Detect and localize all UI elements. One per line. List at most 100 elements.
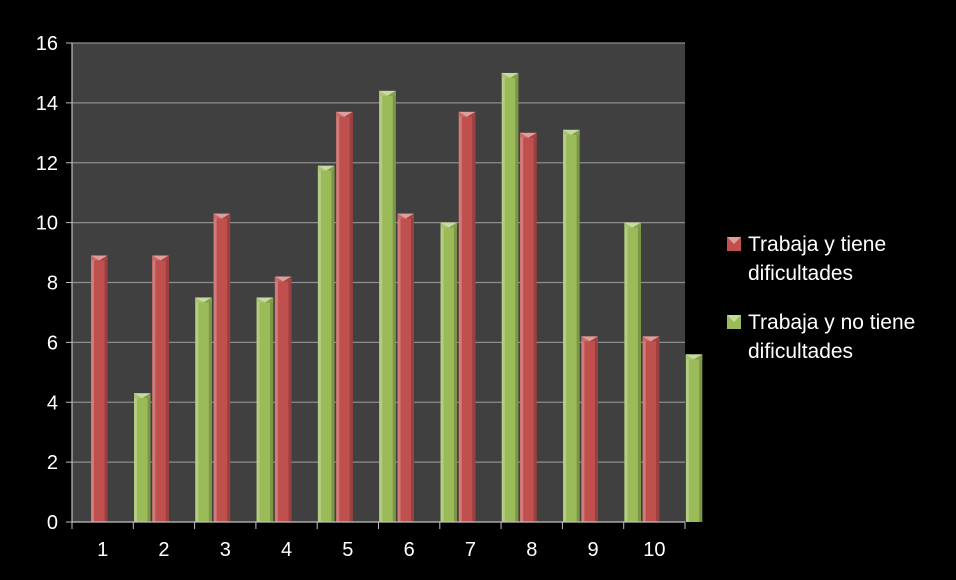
bar-bevel-right	[264, 297, 274, 303]
bar-bevel-left	[336, 111, 345, 117]
bar-series2-cat1	[134, 393, 151, 522]
bar-bevel-left	[440, 222, 449, 228]
bar-shade	[594, 336, 598, 522]
bar-bevel-right	[467, 111, 476, 117]
x-tick-label: 1	[97, 539, 108, 561]
bar-body	[581, 336, 598, 522]
bar-series1-cat2	[152, 255, 169, 522]
bar-bevel-right	[571, 129, 580, 135]
x-tick-label: 6	[404, 539, 415, 561]
bar-body	[458, 111, 476, 522]
bar-body	[134, 393, 151, 522]
bar-bevel-left	[274, 276, 284, 282]
bar-series2-cat4	[317, 165, 335, 522]
y-tick-label: 10	[36, 213, 58, 235]
bar-bevel-left	[213, 213, 222, 219]
bar-shade	[104, 255, 108, 522]
bar-shade	[656, 336, 660, 522]
bar-bevel-left	[520, 132, 529, 138]
bar-highlight	[458, 111, 462, 522]
bar-body	[624, 222, 641, 522]
bar-bevel-right	[589, 336, 598, 342]
bar-shade	[411, 213, 414, 523]
bar-bevel-top	[379, 90, 396, 96]
x-tick-label: 4	[281, 539, 292, 561]
gridlines	[72, 42, 685, 463]
bar-bevel-right	[405, 213, 414, 219]
bar-series2-cat9	[624, 222, 641, 522]
bar-series2-cat7	[501, 72, 519, 522]
legend-entry-series1: Trabaja y tiene dificultades	[727, 233, 886, 285]
bar-bevel-left	[152, 255, 161, 261]
bar-highlight	[317, 165, 321, 522]
bar-highlight	[581, 336, 585, 522]
bar-bevel-top	[501, 72, 519, 78]
bar-highlight	[336, 111, 340, 522]
bars	[91, 72, 703, 523]
bar-highlight	[379, 90, 383, 523]
x-tick-label: 2	[158, 539, 169, 561]
x-axis-tick-labels: 1 2 3 4 5 6 7 8 9 10	[97, 539, 665, 561]
bar-series2-cat10	[685, 354, 703, 522]
bar-bevel-top	[642, 336, 660, 342]
bar-highlight	[213, 213, 217, 523]
bar-shade	[454, 222, 457, 522]
legend-swatch-bevel	[727, 315, 741, 322]
bar-highlight	[501, 72, 505, 522]
bar-shade	[533, 132, 537, 522]
bar-bevel-left	[642, 336, 651, 342]
bar-body	[520, 132, 537, 522]
bar-bevel-top	[274, 276, 292, 282]
bar-body	[274, 276, 292, 522]
bar-body	[501, 72, 519, 522]
bar-bevel-right	[160, 255, 169, 261]
bar-highlight	[91, 255, 94, 522]
bar-highlight	[520, 132, 524, 522]
bar-body	[563, 129, 580, 522]
bar-highlight	[134, 393, 137, 522]
bar-highlight	[563, 129, 567, 522]
bar-shade	[392, 90, 396, 523]
bar-bevel-left	[379, 90, 388, 96]
bar-bevel-top	[256, 297, 274, 303]
x-tick-label: 8	[526, 539, 537, 561]
bar-highlight	[440, 222, 444, 522]
bar-bevel-right	[528, 132, 537, 138]
bar-bevel-right	[387, 90, 396, 96]
bar-shade	[472, 111, 476, 522]
bar-bevel-top	[563, 129, 580, 135]
bar-body	[91, 255, 108, 522]
bar-bevel-right	[632, 222, 641, 228]
bar-bevel-left	[397, 213, 406, 219]
bar-series1-cat9	[581, 336, 598, 522]
bar-bevel-right	[142, 393, 151, 399]
bar-shade	[165, 255, 169, 522]
bar-bevel-top	[520, 132, 537, 138]
y-tick-label: 16	[36, 33, 58, 55]
bar-bevel-right	[650, 336, 660, 342]
bar-highlight	[642, 336, 646, 522]
bar-bevel-top	[581, 336, 598, 342]
bar-bevel-top	[458, 111, 476, 117]
bar-bevel-top	[134, 393, 151, 399]
bar-bevel-left	[501, 72, 511, 78]
bar-shade	[515, 72, 519, 522]
bar-body	[397, 213, 414, 523]
y-tick-label: 14	[36, 93, 58, 115]
bar-bevel-right	[344, 111, 353, 117]
bar-highlight	[274, 276, 278, 522]
bar-series2-cat3	[256, 297, 274, 522]
bar-bevel-right	[99, 255, 108, 261]
bar-series1-cat10	[642, 336, 660, 522]
bar-series1-cat8	[520, 132, 537, 522]
y-axis-tick-labels: 0 2 4 6 8 10 12 14 16	[36, 33, 58, 534]
bar-series1-cat7	[458, 111, 476, 522]
bar-body	[642, 336, 660, 522]
bar-shade	[699, 354, 703, 522]
bar-highlight	[624, 222, 628, 522]
bar-series2-cat6	[440, 222, 457, 522]
y-tick-label: 4	[47, 392, 58, 414]
bar-body	[213, 213, 231, 523]
bar-bevel-left	[134, 393, 143, 399]
bar-bevel-left	[195, 297, 204, 303]
